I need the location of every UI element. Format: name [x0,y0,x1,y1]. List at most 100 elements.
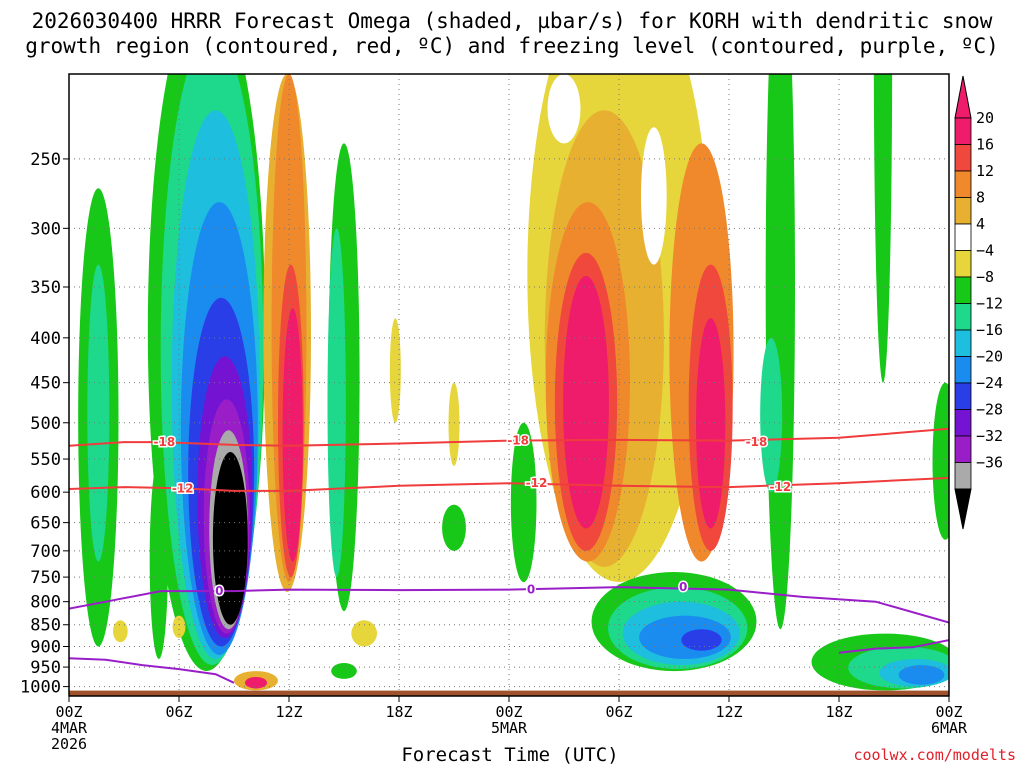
ground-surface [69,690,949,696]
y-tick-label: 450 [30,374,61,394]
y-tick-label: 950 [30,658,61,678]
colorbar-label: −8 [976,268,994,286]
omega-region [873,74,893,383]
omega-region [389,318,401,423]
colorbar-label: −32 [976,427,1003,445]
x-tick-label: 00Z [495,703,522,721]
contour-line [69,586,949,624]
x-tick-label: 18Z [825,703,852,721]
x-tick-label: 00Z [935,703,962,721]
omega-region [760,337,783,493]
y-tick-label: 850 [30,616,61,636]
y-tick-label: 550 [30,450,61,470]
omega-region [331,663,357,679]
colorbar-segment [954,303,972,331]
y-tick-label: 500 [30,414,61,434]
omega-region [448,382,460,466]
colorbar-segment [954,435,972,463]
colorbar-label: −12 [976,295,1003,313]
omega-region [932,382,949,540]
contour-label: 0 [679,580,687,594]
omega-region [351,620,377,647]
omega-region [510,422,537,583]
contour-line [69,476,949,492]
colorbar-segment [954,462,972,490]
omega-region [245,676,267,689]
colorbar-label: −24 [976,374,1003,392]
x-tick-date: 4MAR [51,719,88,737]
colorbar-segment [954,144,972,172]
omega-region [641,127,667,265]
x-tick-label: 12Z [715,703,742,721]
x-tick-date: 5MAR [491,719,528,737]
colorbar-min-arrow [954,488,972,530]
contour-line [838,639,949,654]
colorbar-label: 4 [976,215,985,233]
contour-label: -18 [153,435,175,449]
colorbar-label: 16 [976,136,994,154]
website-credit: coolwx.com/modelts [853,746,1016,764]
colorbar-segment [954,223,972,251]
omega-region [149,459,168,659]
omega-region [113,620,128,643]
y-tick-label: 400 [30,329,61,349]
omega-region [696,318,726,529]
y-tick-label: 300 [30,219,61,239]
colorbar-segment [954,250,972,278]
colorbar-label: 12 [976,162,994,180]
colorbar-label: −28 [976,401,1003,419]
colorbar-segment [954,356,972,384]
contour-label: -12 [526,476,548,490]
omega-region [681,629,722,651]
omega-region [282,308,303,562]
omega-region [547,74,581,144]
y-tick-label: 750 [30,568,61,588]
colorbar-segment [954,197,972,225]
contour-label: -12 [769,480,791,494]
x-tick-label: 00Z [55,703,82,721]
contour-line [69,657,235,684]
colorbar-label: −4 [976,242,994,260]
omega-region [356,110,376,203]
colorbar-label: 20 [976,109,994,127]
colorbar-label: 8 [976,189,985,207]
x-tick-date: 6MAR [931,719,968,737]
contour-label: 0 [215,584,223,598]
omega-region [87,264,110,562]
colorbar-label: −20 [976,348,1003,366]
contour-label: 0 [527,583,535,597]
y-tick-label: 600 [30,483,61,503]
x-tick-label: 12Z [275,703,302,721]
y-tick-label: 350 [30,278,61,298]
contour-label: -18 [507,434,529,448]
colorbar-segment [954,117,972,145]
colorbar-label: −16 [976,321,1003,339]
y-tick-label: 250 [30,150,61,170]
y-tick-label: 900 [30,637,61,657]
chart-title-line-2: growth region (contoured, red, ºC) and f… [25,34,999,58]
x-axis-title: Forecast Time (UTC) [401,744,619,766]
omega-region [172,615,186,638]
omega-core [212,452,248,625]
omega-region [327,228,346,578]
y-tick-label: 800 [30,593,61,613]
colorbar-max-arrow [954,75,972,119]
contour-line [69,427,949,447]
y-tick-label: 650 [30,514,61,534]
omega-region [898,665,945,685]
x-tick-label: 18Z [385,703,412,721]
x-tick-year: 2026 [51,735,87,753]
omega-region [563,275,609,529]
colorbar-segment [954,170,972,198]
chart-title-line-1: 2026030400 HRRR Forecast Omega (shaded, … [31,9,993,33]
contour-label: -18 [746,435,768,449]
colorbar-label: −36 [976,454,1003,472]
colorbar-segment [954,382,972,410]
omega-region [442,504,466,551]
x-tick-label: 06Z [165,703,192,721]
colorbar-segment [954,329,972,357]
y-tick-label: 700 [30,542,61,562]
x-tick-label: 06Z [605,703,632,721]
y-tick-label: 1000 [20,678,61,698]
